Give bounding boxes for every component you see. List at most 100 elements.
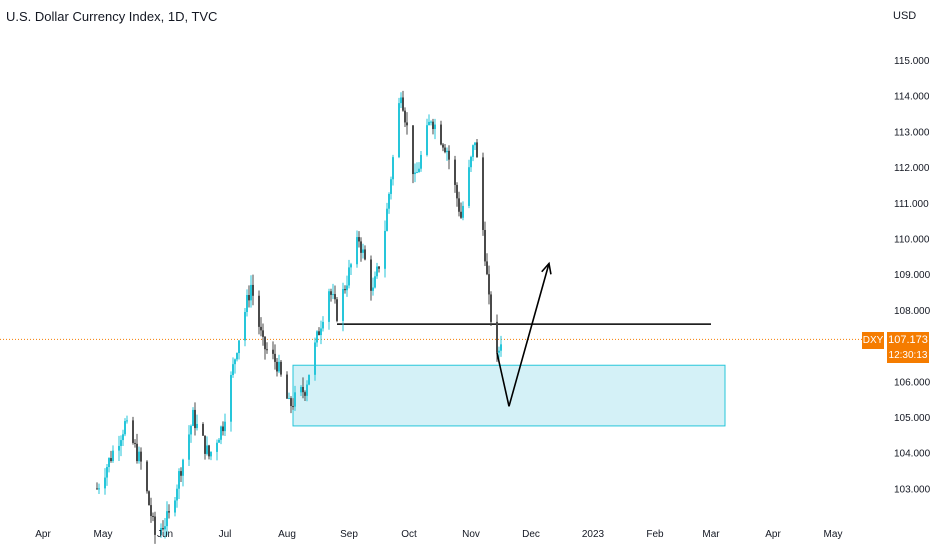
candle [392, 154, 394, 186]
candle [112, 445, 114, 463]
candle-body [420, 154, 422, 169]
candle [232, 357, 234, 378]
candle-body [390, 179, 392, 194]
symbol-badge: DXY [862, 332, 884, 349]
candle [304, 390, 306, 402]
candle-body [206, 445, 208, 454]
candle-body [162, 528, 164, 530]
candle-body [370, 259, 372, 291]
candle [98, 483, 100, 494]
candle-body [104, 477, 106, 489]
candle-body [304, 392, 306, 396]
candle-body [194, 409, 196, 429]
y-tick-label: 110.000 [894, 235, 930, 246]
candle [236, 352, 238, 362]
candle [314, 337, 316, 381]
candle [390, 176, 392, 200]
candle [364, 245, 366, 261]
candle-body [360, 241, 362, 253]
candle-body [336, 299, 338, 321]
candle-body [376, 266, 378, 277]
candle-body [440, 124, 442, 145]
candle [134, 439, 136, 448]
candle [176, 484, 178, 508]
candle [432, 118, 434, 135]
candle [332, 283, 334, 299]
candle [292, 398, 294, 410]
candle-body [230, 374, 232, 422]
candle [250, 275, 252, 308]
candle-body [238, 340, 240, 354]
y-tick-label: 109.000 [894, 270, 931, 281]
candle-body [264, 336, 266, 350]
candle [344, 285, 346, 294]
candle-body [362, 249, 364, 253]
x-tick-label: May [824, 529, 843, 540]
candle [262, 323, 264, 346]
candle-body [328, 291, 330, 322]
candle [166, 501, 168, 536]
candle-body [286, 374, 288, 399]
candle [124, 418, 126, 437]
candle-body [224, 421, 226, 432]
candle [418, 162, 420, 173]
candle-body [418, 168, 420, 173]
candle-body [426, 125, 428, 155]
y-tick-label: 115.000 [894, 56, 930, 67]
candle-body [168, 511, 170, 513]
candle [290, 396, 292, 414]
candle [264, 336, 266, 360]
candle-body [374, 276, 376, 288]
price-scale[interactable]: 115.000 114.000 113.000 112.000 111.000 110.0… [894, 56, 931, 495]
candle [208, 444, 210, 460]
candle-body [148, 491, 150, 506]
candle-body [318, 331, 320, 336]
candle-body [292, 406, 294, 408]
candle [420, 150, 422, 172]
x-tick-label: Jul [219, 529, 232, 540]
candle [234, 358, 236, 374]
candle [484, 221, 486, 266]
candle-body [218, 439, 220, 443]
candle [482, 152, 484, 236]
candle [194, 402, 196, 436]
candle [220, 425, 222, 445]
candle [462, 201, 464, 221]
candle [416, 162, 418, 174]
candle-body [252, 284, 254, 296]
candle [162, 520, 164, 531]
candle [106, 463, 108, 486]
candle-body [190, 425, 192, 435]
candle-body [196, 423, 198, 429]
projection-arrow [496, 263, 550, 407]
candle [224, 413, 226, 436]
candle-body [498, 350, 500, 353]
x-tick-label: Jun [157, 529, 173, 540]
candle [440, 120, 442, 146]
candle [190, 424, 192, 443]
candle-body [278, 361, 280, 372]
candle [174, 496, 176, 517]
candle-body [468, 167, 470, 206]
candle-body [248, 295, 250, 301]
candle [458, 191, 460, 217]
candles [96, 90, 502, 544]
candle [136, 433, 138, 464]
candle-body [280, 361, 282, 375]
candle-body [178, 471, 180, 489]
candle [192, 407, 194, 427]
candle [280, 360, 282, 377]
candle [306, 380, 308, 402]
candle [454, 155, 456, 193]
y-tick-label: 111.000 [894, 199, 929, 210]
candle [244, 307, 246, 347]
candle [486, 253, 488, 276]
candle-body [274, 353, 276, 362]
x-tick-label: Apr [765, 529, 781, 540]
candle-body [308, 374, 310, 385]
candle-body [246, 295, 248, 312]
candle [140, 447, 142, 470]
candle-body [134, 442, 136, 444]
y-tick-label: 105.000 [894, 413, 931, 424]
